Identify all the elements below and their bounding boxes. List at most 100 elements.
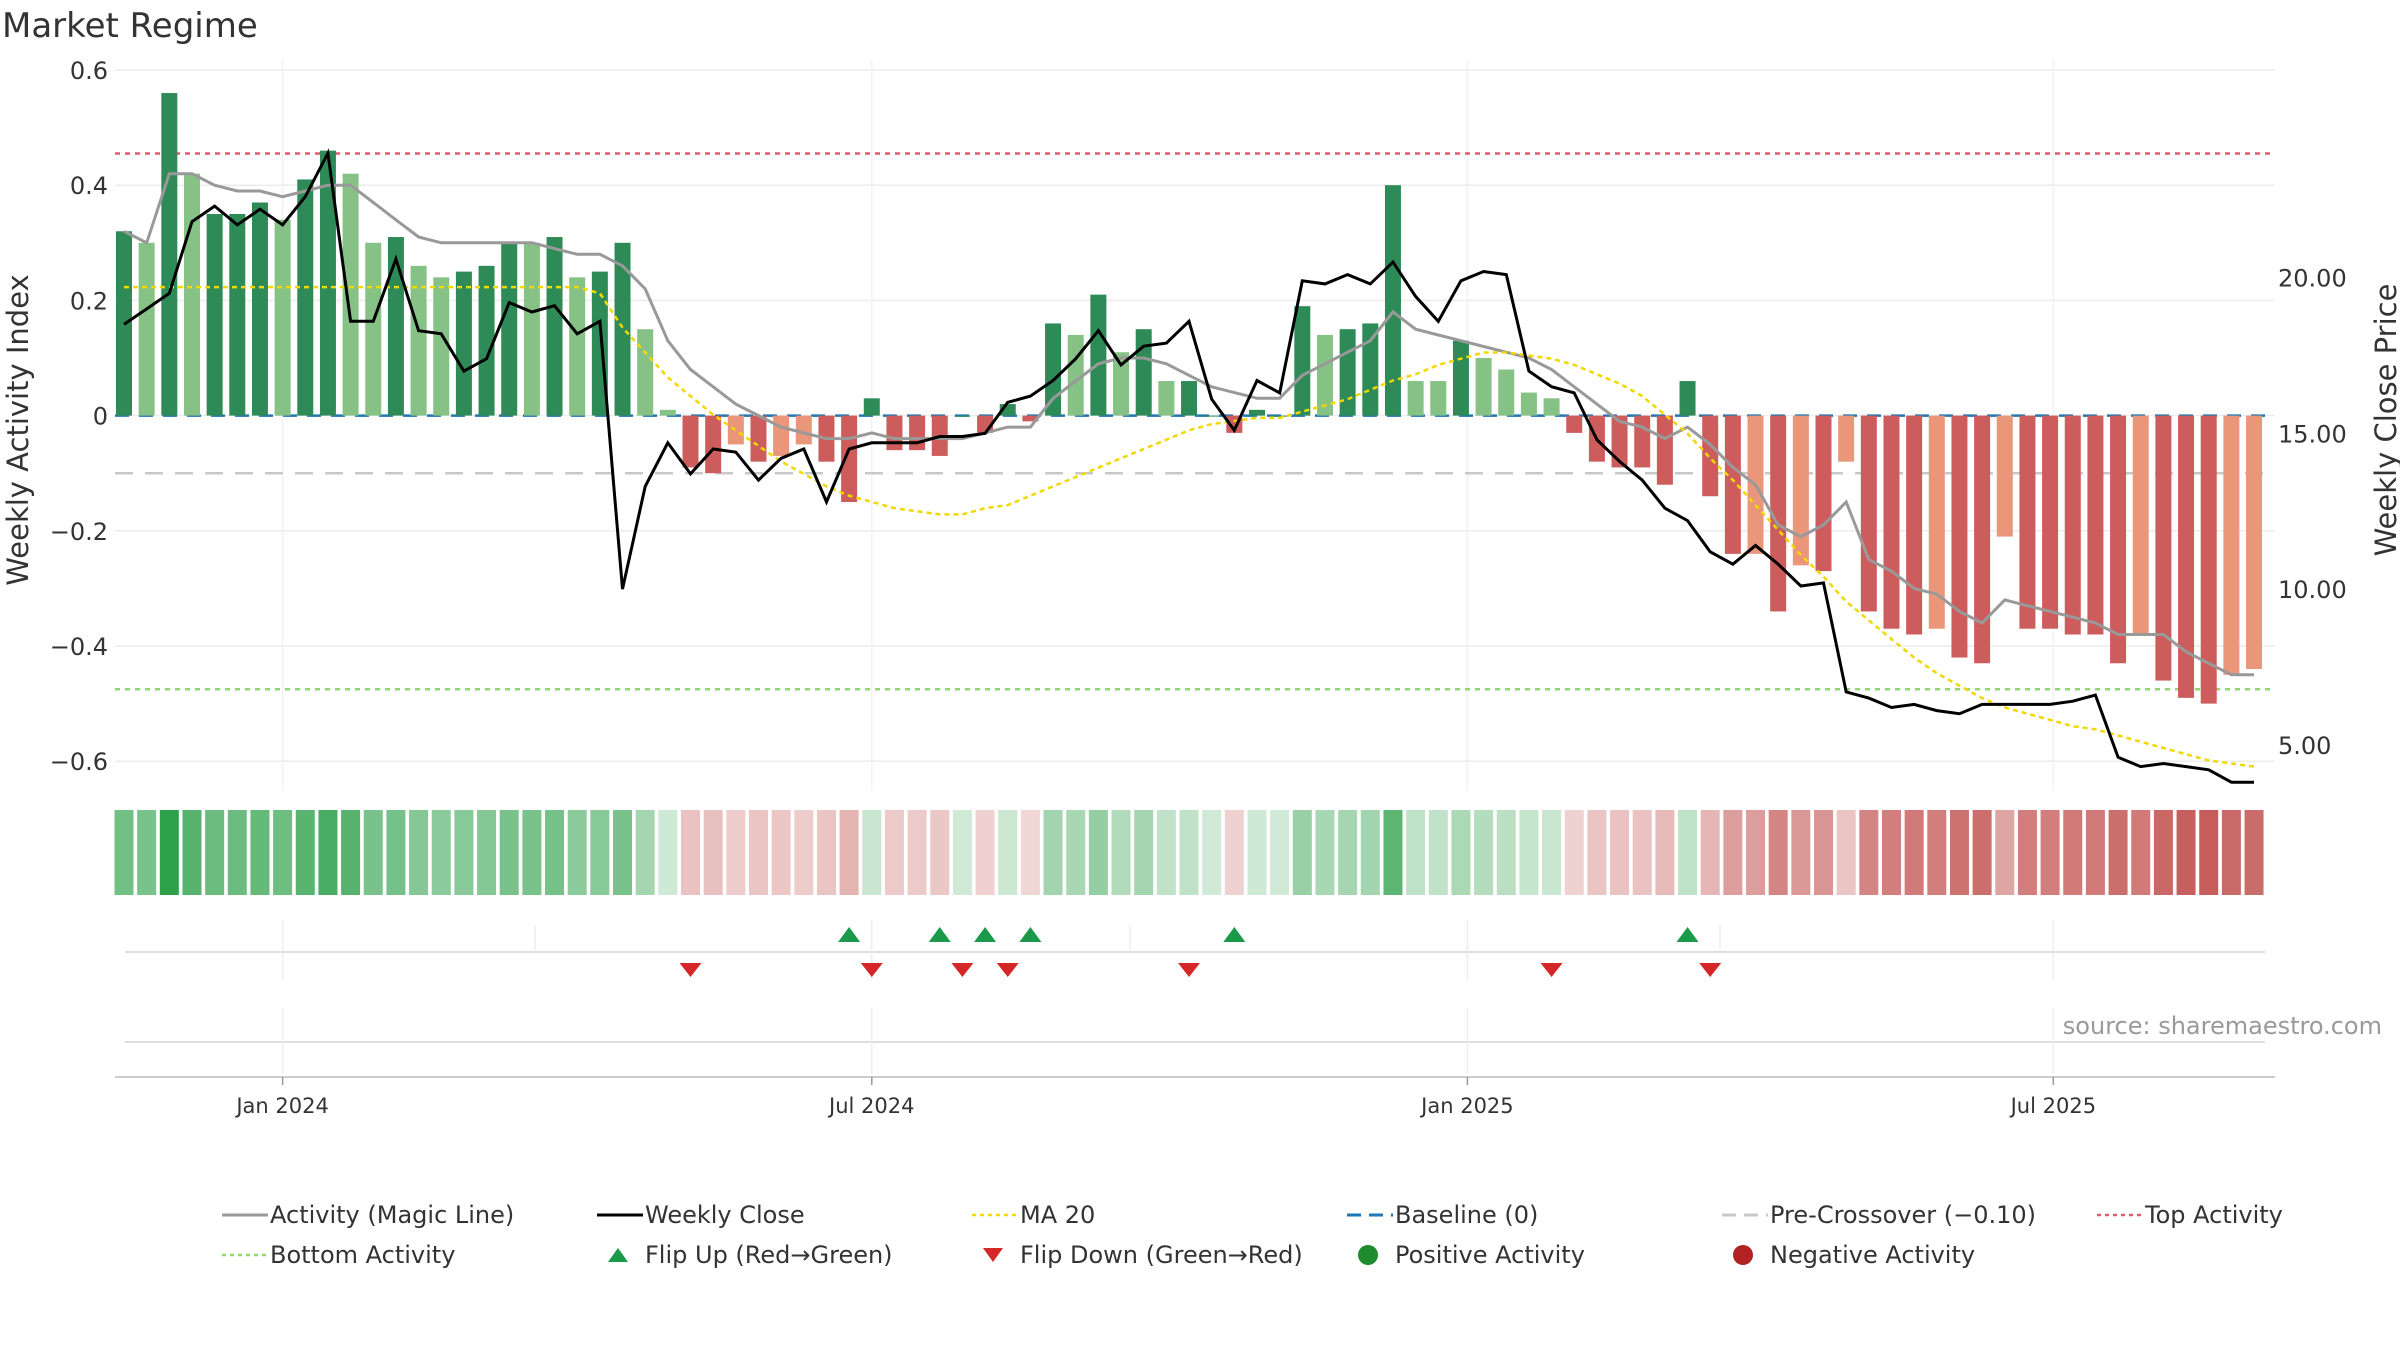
regime-strip-cell <box>2153 810 2173 895</box>
regime-strip-cell <box>1519 810 1539 895</box>
y-tick-label: −0.4 <box>50 633 108 661</box>
flip-up-marker <box>1019 927 1042 942</box>
regime-strip-cell <box>273 810 293 895</box>
regime-strip-cell <box>862 810 882 895</box>
regime-strip-cell <box>1360 810 1380 895</box>
activity-bar <box>1906 415 1923 635</box>
activity-bar <box>433 277 450 416</box>
x-tick-label: Jul 2025 <box>2009 1094 2096 1118</box>
dot-icon <box>1358 1245 1378 1265</box>
regime-strip-cell <box>1587 810 1607 895</box>
regime-strip-cell <box>1247 810 1267 895</box>
legend-swatch <box>222 1213 268 1217</box>
regime-strip-cell <box>1859 810 1879 895</box>
regime-strip-cell <box>522 810 542 895</box>
activity-bar <box>1294 306 1311 416</box>
legend-swatch <box>1733 1245 1753 1265</box>
flip-up-marker <box>1676 927 1699 942</box>
regime-strip-cell <box>1134 810 1154 895</box>
y-tick-label: −0.2 <box>50 518 108 546</box>
activity-bar <box>886 415 903 451</box>
regime-strip-cell <box>658 810 678 895</box>
activity-bar <box>206 214 223 416</box>
regime-strip-cell <box>952 810 972 895</box>
activity-bar <box>999 404 1016 416</box>
activity-bar <box>1520 392 1537 416</box>
regime-strip-cell <box>748 810 768 895</box>
regime-strip-cell <box>884 810 904 895</box>
legend-item: Top Activity <box>2075 1200 2375 1230</box>
regime-strip-cell <box>431 810 451 895</box>
activity-bar <box>1974 415 1991 664</box>
regime-strip-cell <box>1723 810 1743 895</box>
regime-strip-cell <box>1791 810 1811 895</box>
regime-strip-cell <box>477 810 497 895</box>
activity-bar <box>387 237 404 416</box>
activity-bar <box>2223 415 2240 675</box>
regime-strip-cell <box>363 810 383 895</box>
legend-item: Positive Activity <box>1325 1240 1700 1270</box>
regime-strip-cell <box>386 810 406 895</box>
regime-strip-cell <box>1655 810 1675 895</box>
regime-strip-cell <box>159 810 179 895</box>
activity-bar <box>1611 415 1628 468</box>
y2-tick-label: 15.00 <box>2278 420 2347 448</box>
activity-bar <box>183 173 200 416</box>
regime-strip-cell <box>1632 810 1652 895</box>
activity-bar <box>1543 398 1560 416</box>
legend-label: Negative Activity <box>1770 1241 1976 1269</box>
regime-strip-cell <box>295 810 315 895</box>
regime-strip-cell <box>227 810 247 895</box>
legend-swatch <box>597 1213 643 1217</box>
y-tick-label: 0.2 <box>70 287 108 315</box>
regime-strip-cell <box>2176 810 2196 895</box>
regime-strip-cell <box>1949 810 1969 895</box>
activity-bar <box>2019 415 2036 629</box>
regime-strip-cell <box>1428 810 1448 895</box>
activity-bar <box>1883 415 1900 629</box>
regime-strip-cell <box>1315 810 1335 895</box>
regime-strip-cell <box>1700 810 1720 895</box>
regime-strip-cell <box>205 810 225 895</box>
activity-bar <box>1090 294 1107 416</box>
y-tick-label: 0.6 <box>70 57 108 85</box>
y2-tick-label: 5.00 <box>2278 732 2331 760</box>
flip-markers <box>125 920 2265 980</box>
legend-item: Flip Up (Red→Green) <box>575 1240 950 1270</box>
activity-bar <box>705 415 722 474</box>
flip-down-marker <box>1699 963 1722 977</box>
legend-item: Flip Down (Green→Red) <box>950 1240 1325 1270</box>
activity-bar <box>1113 352 1130 416</box>
legend-item: Weekly Close <box>575 1200 950 1230</box>
activity-bar <box>1634 415 1651 468</box>
regime-strip-cell <box>1292 810 1312 895</box>
regime-strip-cell <box>499 810 519 895</box>
regime-strip-cell <box>1202 810 1222 895</box>
chart-title: Market Regime <box>2 6 258 46</box>
regime-strip-cell <box>318 810 338 895</box>
legend-swatch <box>983 1248 1003 1262</box>
activity-bar <box>2064 415 2081 635</box>
flip-down-marker <box>996 963 1019 977</box>
activity-bar <box>319 150 336 416</box>
regime-strip-cell <box>681 810 700 895</box>
activity-bar <box>1271 415 1288 417</box>
flip-up-marker <box>838 927 861 942</box>
activity-bar <box>1566 415 1583 433</box>
activity-bar <box>1362 323 1379 416</box>
legend-label: Activity (Magic Line) <box>270 1201 515 1229</box>
flip-up-marker <box>1223 927 1246 942</box>
activity-bar <box>1656 415 1673 485</box>
regime-strip-cell <box>2085 810 2105 895</box>
activity-bar <box>637 329 654 416</box>
y-axis-label: Weekly Activity Index <box>1 274 35 585</box>
regime-strip-cell <box>1224 810 1244 895</box>
y2-tick-label: 20.00 <box>2278 265 2347 293</box>
legend-swatch <box>1358 1245 1378 1265</box>
series-lines <box>123 148 2255 784</box>
regime-strip-cell <box>726 810 746 895</box>
activity-bar <box>1951 415 1968 658</box>
regime-strip-cell <box>1814 810 1833 895</box>
legend-item: Activity (Magic Line) <box>200 1200 575 1230</box>
regime-strip-cell <box>2040 810 2060 895</box>
